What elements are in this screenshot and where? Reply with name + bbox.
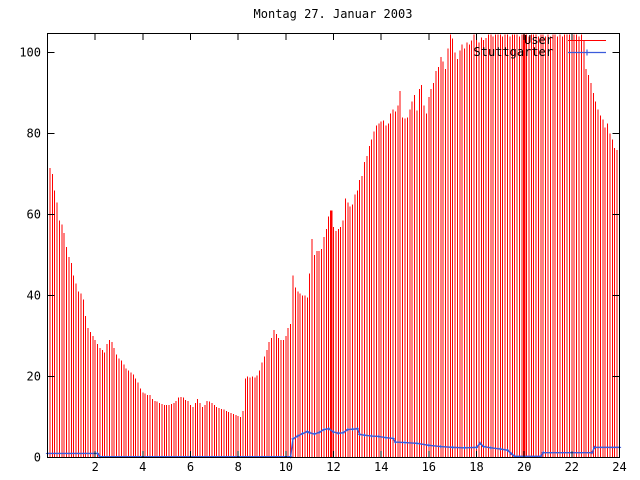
legend-label-user: User <box>524 33 553 47</box>
x-tick-label: 14 <box>374 460 388 474</box>
x-tick-label: 8 <box>235 460 242 474</box>
chart-title: Montag 27. Januar 2003 <box>254 7 413 21</box>
x-tick-label: 16 <box>422 460 436 474</box>
y-tick-label: 0 <box>34 451 41 465</box>
y-tick-label: 80 <box>27 127 41 141</box>
user-impulse-series <box>47 34 618 457</box>
x-tick-label: 20 <box>517 460 531 474</box>
x-tick-label: 12 <box>326 460 340 474</box>
legend-label-stuttgarter: Stuttgarter <box>474 45 553 59</box>
plot-frame <box>47 33 620 458</box>
y-tick-label: 20 <box>27 370 41 384</box>
y-tick-label: 60 <box>27 208 41 222</box>
stuttgarter-line-series <box>45 427 622 459</box>
x-tick-label: 4 <box>139 460 146 474</box>
x-tick-label: 2 <box>92 460 99 474</box>
x-tick-label: 6 <box>187 460 194 474</box>
x-tick-label: 22 <box>565 460 579 474</box>
x-tick-label: 18 <box>469 460 483 474</box>
legend: User Stuttgarter <box>474 33 606 59</box>
y-tick-label: 100 <box>19 46 41 60</box>
x-tick-label: 10 <box>279 460 293 474</box>
x-tick-label: 24 <box>612 460 626 474</box>
y-tick-label: 40 <box>27 289 41 303</box>
